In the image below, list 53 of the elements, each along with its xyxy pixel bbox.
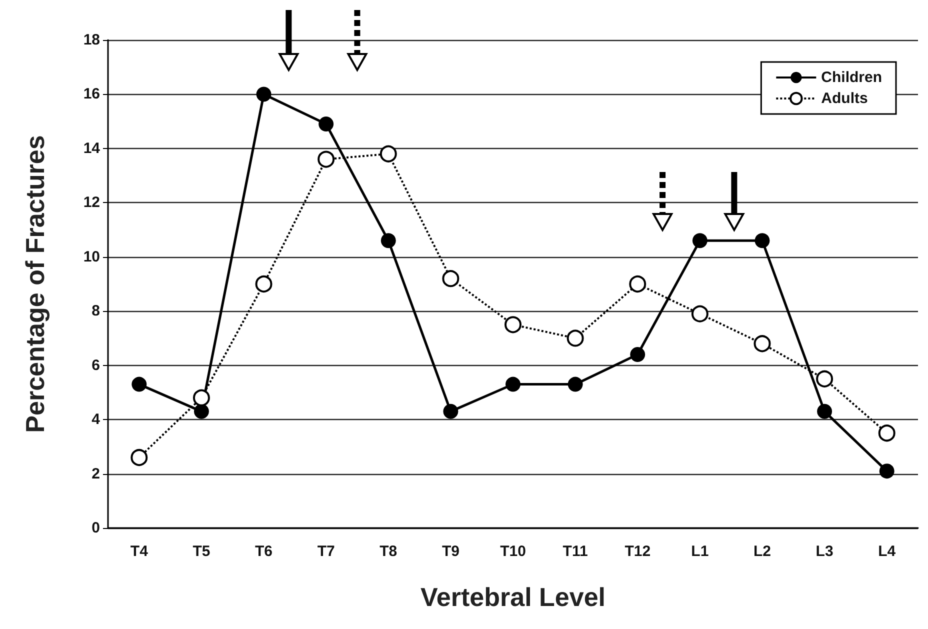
point	[194, 404, 209, 419]
point	[443, 404, 458, 419]
point	[506, 376, 520, 392]
x-tick-label: T8	[380, 543, 398, 560]
x-tick-label: L1	[691, 543, 709, 560]
point	[504, 316, 522, 334]
point	[132, 376, 147, 392]
point	[442, 270, 460, 288]
x-tick-label: T6	[255, 543, 273, 560]
point	[754, 335, 771, 352]
point	[691, 305, 708, 322]
y-tick-label: 14	[83, 140, 101, 157]
y-tick-label: 4	[92, 411, 101, 428]
point	[192, 389, 210, 406]
x-tick-label: T7	[317, 543, 335, 560]
y-axis-title: Percentage of Fractures	[20, 135, 50, 433]
y-tick-label: 2	[92, 465, 100, 482]
x-tick-label: T9	[442, 543, 460, 560]
x-axis-title: Vertebral Level	[420, 582, 606, 612]
y-tick-label: 6	[92, 356, 100, 374]
point	[255, 276, 272, 292]
x-tick-label: T4	[130, 543, 149, 560]
y-tick-label: 16	[83, 86, 100, 103]
point	[256, 86, 272, 102]
x-tick-label: T5	[192, 543, 210, 560]
point	[380, 145, 397, 162]
x-tick-label: L4	[878, 543, 896, 560]
point	[878, 424, 896, 442]
y-tick-label: 10	[83, 248, 100, 266]
x-tick-label: T12	[624, 543, 651, 560]
point	[380, 233, 396, 248]
y-tick-label: 8	[92, 302, 100, 320]
x-tick-label: L3	[816, 543, 834, 560]
x-tick-label: T11	[562, 543, 588, 560]
point	[568, 376, 583, 392]
legend-label: Children	[821, 69, 882, 86]
point	[817, 404, 832, 419]
x-tick-label: L2	[753, 543, 771, 560]
point	[130, 449, 148, 466]
legend-label: Adults	[821, 90, 868, 107]
point	[692, 233, 708, 248]
point	[879, 464, 894, 479]
x-tick-label: T10	[500, 543, 526, 560]
point	[629, 276, 646, 292]
point	[816, 370, 834, 388]
point	[630, 346, 646, 362]
point	[566, 330, 584, 347]
point	[754, 233, 770, 248]
y-tick-label: 12	[83, 194, 100, 212]
y-tick-label: 0	[92, 520, 100, 536]
point	[318, 116, 334, 132]
point	[318, 150, 335, 168]
y-tick-label: 18	[83, 32, 100, 48]
